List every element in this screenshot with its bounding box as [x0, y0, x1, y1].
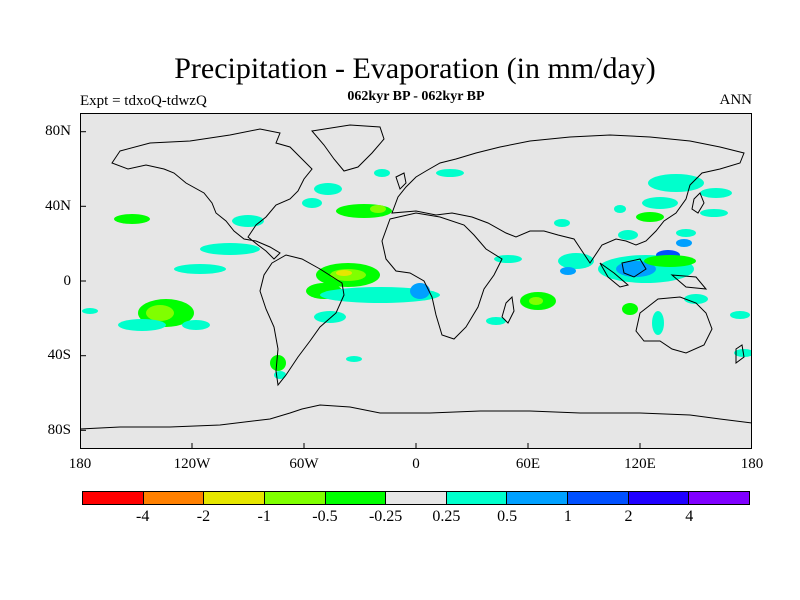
- lon-label-120w: 120W: [173, 456, 211, 472]
- anomaly-patch: [270, 355, 286, 371]
- anomaly-patch: [232, 215, 264, 227]
- map-title: Precipitation - Evaporation (in mm/day): [174, 52, 656, 85]
- anomaly-patch: [82, 308, 98, 314]
- anomaly-patch: [616, 261, 656, 277]
- coastline-greenland: [311, 124, 385, 172]
- anomaly-patch: [676, 239, 692, 247]
- anomaly-patch: [182, 320, 210, 330]
- season-label: ANN: [719, 92, 753, 108]
- anomaly-patch: [486, 317, 506, 325]
- coastline-british-isles: [395, 172, 407, 190]
- anomaly-fields: [82, 169, 752, 379]
- world-map: [80, 113, 752, 449]
- anomaly-patch: [636, 212, 664, 222]
- anomaly-patch: [614, 205, 626, 213]
- lon-label-0: 0: [412, 456, 420, 472]
- coastline-japan: [691, 192, 705, 214]
- lon-label-120e: 120E: [624, 456, 656, 472]
- anomaly-patch: [314, 311, 346, 323]
- colorbar-label: -0.5: [312, 508, 338, 525]
- colorbar-cell: [386, 492, 447, 504]
- colorbar-cell: [264, 492, 326, 504]
- lat-label-40s: 40S: [47, 347, 71, 363]
- colorbar-cell: [325, 492, 387, 504]
- coastline-australia: [635, 296, 713, 354]
- colorbar-label: 0.5: [497, 508, 518, 525]
- axis-ticks: [80, 131, 641, 449]
- colorbar-label: 4: [685, 508, 694, 525]
- anomaly-patch: [684, 294, 708, 304]
- colorbar-label: -2: [196, 508, 211, 525]
- anomaly-patch: [560, 267, 576, 275]
- anomaly-patch: [676, 229, 696, 237]
- anomaly-patch: [346, 356, 362, 362]
- coastline-borneo: [621, 258, 647, 278]
- coastline-africa: [381, 212, 503, 340]
- anomaly-patch: [118, 319, 166, 331]
- anomaly-patch: [114, 214, 150, 224]
- coastline-antarctica: [80, 404, 752, 430]
- anomaly-patch: [700, 209, 728, 217]
- anomaly-patch: [642, 197, 678, 209]
- coastlines: [80, 124, 752, 430]
- anomaly-patch: [618, 230, 638, 240]
- colorbar-cell: [689, 492, 750, 504]
- coastline-madagascar: [501, 295, 515, 324]
- anomaly-patch: [652, 311, 664, 335]
- lon-label-180w: 180: [68, 456, 92, 472]
- coastline-south-america: [259, 254, 345, 387]
- anomaly-patch: [700, 188, 732, 198]
- lon-label-180e: 180: [740, 456, 764, 472]
- coastline-north-america: [111, 128, 313, 260]
- colorbar-cell: [83, 492, 144, 504]
- colorbar-cell: [507, 492, 569, 504]
- anomaly-patch: [302, 198, 322, 208]
- lat-label-40n: 40N: [45, 198, 71, 214]
- colorbar-cell: [204, 492, 265, 504]
- coastline-sumatra: [599, 262, 630, 288]
- colorbar-label: -1: [257, 508, 271, 525]
- lon-label-60w: 60W: [289, 456, 319, 472]
- colorbar-cell: [446, 492, 508, 504]
- colorbar-label: 2: [624, 508, 633, 525]
- coastline-new-guinea: [670, 274, 708, 290]
- lat-label-80s: 80S: [47, 422, 71, 438]
- anomaly-patch: [146, 305, 174, 321]
- anomaly-patch: [730, 311, 750, 319]
- anomaly-patch: [314, 183, 342, 195]
- lat-label-80n: 80N: [45, 123, 71, 139]
- anomaly-patch: [374, 169, 390, 177]
- colorbar-label: 1: [563, 508, 572, 525]
- anomaly-patch: [370, 205, 386, 213]
- lat-label-0: 0: [63, 273, 72, 289]
- anomaly-patch: [648, 174, 704, 192]
- anomaly-patch: [200, 243, 260, 255]
- anomaly-patch: [174, 264, 226, 274]
- colorbar-cell: [628, 492, 690, 504]
- anomaly-patch: [554, 219, 570, 227]
- anomaly-patch: [410, 283, 430, 299]
- colorbar-label: -4: [136, 508, 150, 525]
- colorbar-label: -0.25: [368, 508, 403, 525]
- map-panel: [80, 113, 752, 449]
- lon-label-60e: 60E: [515, 456, 541, 472]
- experiment-label: Expt = tdxoQ-tdwzQ: [80, 93, 207, 109]
- colorbar-label: 0.25: [432, 508, 461, 525]
- colorbar: [82, 491, 750, 505]
- colorbar-cell: [143, 492, 205, 504]
- map-subtitle: 062kyr BP - 062kyr BP: [347, 89, 485, 104]
- colorbar-cell: [568, 492, 629, 504]
- anomaly-patch: [644, 255, 696, 267]
- anomaly-patch: [436, 169, 464, 177]
- coastline-new-zealand: [735, 344, 745, 364]
- anomaly-patch: [558, 253, 594, 269]
- anomaly-patch: [622, 303, 638, 315]
- anomaly-patch: [336, 270, 352, 276]
- coastline-eurasia: [391, 134, 745, 264]
- anomaly-patch: [529, 297, 543, 305]
